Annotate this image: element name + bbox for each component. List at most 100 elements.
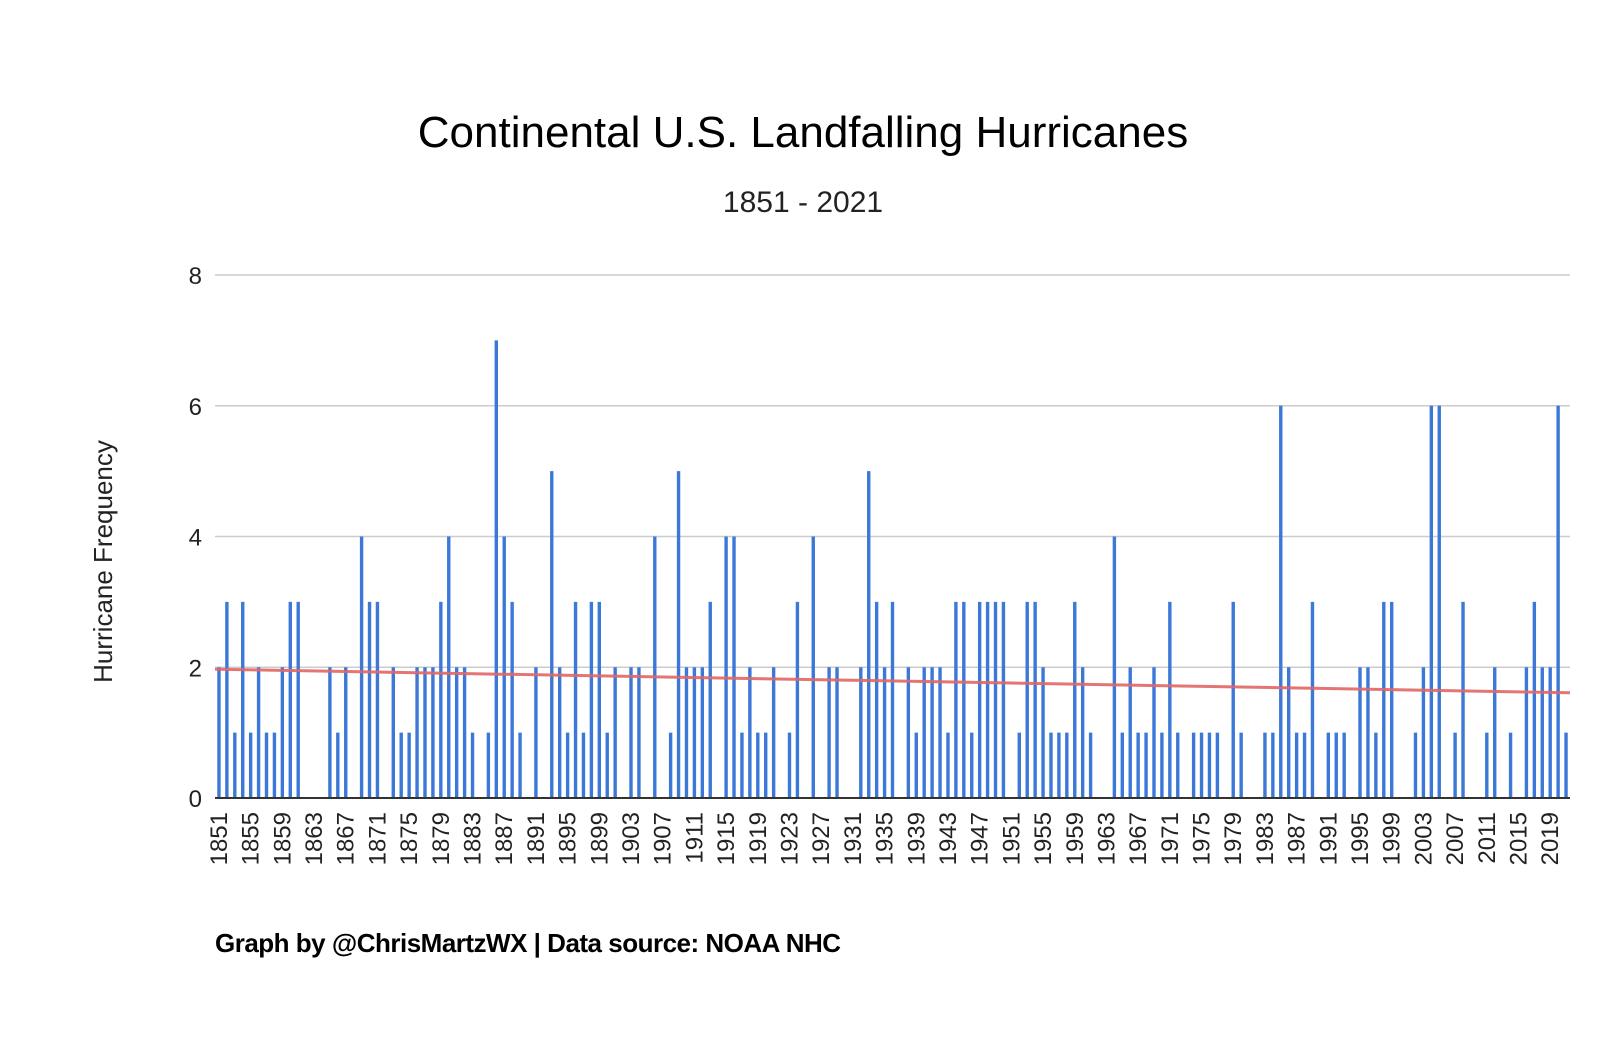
bar xyxy=(241,601,245,798)
bar xyxy=(795,601,800,798)
bar xyxy=(1413,732,1418,798)
x-tick-label: 1871 xyxy=(364,812,391,865)
bar xyxy=(1302,732,1307,798)
bar xyxy=(1049,732,1053,798)
x-tick-label: 1887 xyxy=(491,812,518,865)
x-tick-label: 2015 xyxy=(1505,812,1532,865)
bar xyxy=(248,732,253,798)
x-tick-label: 1867 xyxy=(333,812,360,865)
bar xyxy=(1310,601,1315,798)
bar xyxy=(906,667,911,798)
x-tick-label: 2007 xyxy=(1442,812,1469,865)
bar xyxy=(486,732,491,798)
bar xyxy=(502,536,506,798)
bar xyxy=(1128,667,1132,798)
bar xyxy=(518,732,522,798)
bar xyxy=(280,667,285,798)
trendline-group xyxy=(214,667,1571,695)
x-tick-label: 2019 xyxy=(1537,812,1564,865)
bar xyxy=(1191,732,1196,798)
x-tick-label: 1975 xyxy=(1189,812,1216,865)
bar xyxy=(748,667,752,798)
bar xyxy=(938,667,942,798)
bar xyxy=(1493,667,1497,798)
x-tick-label: 1883 xyxy=(460,812,487,865)
bar xyxy=(1374,732,1378,798)
x-tick-label: 1979 xyxy=(1220,812,1247,865)
x-tick-label: 1967 xyxy=(1125,812,1152,865)
x-tick-label: 1991 xyxy=(1315,812,1342,865)
bar xyxy=(399,732,403,798)
bar xyxy=(811,536,815,798)
bar xyxy=(605,732,609,798)
bar xyxy=(1088,732,1093,798)
x-tick-label: 1947 xyxy=(967,812,994,865)
bar xyxy=(462,667,467,798)
x-tick-label: 1875 xyxy=(396,812,423,865)
x-tick-label: 1903 xyxy=(618,812,645,865)
x-tick-label: 1983 xyxy=(1252,812,1279,865)
bar xyxy=(740,732,744,798)
x-tick-label: 1951 xyxy=(998,812,1025,865)
bar xyxy=(962,601,966,798)
y-axis-ticks: 0 2 4 6 8 xyxy=(189,263,202,813)
bar xyxy=(874,601,879,798)
bar xyxy=(1508,732,1513,798)
bar xyxy=(447,536,451,798)
x-tick-label: 2003 xyxy=(1410,812,1437,865)
bar xyxy=(1437,405,1441,798)
bar xyxy=(225,601,229,798)
bar xyxy=(1239,732,1243,798)
bar xyxy=(914,732,918,798)
bar xyxy=(1160,732,1164,798)
bar xyxy=(954,601,958,798)
bar xyxy=(1120,732,1124,798)
y-tick-label: 8 xyxy=(189,263,202,290)
bar xyxy=(1279,405,1283,798)
y-tick-label: 6 xyxy=(189,394,202,421)
bar xyxy=(732,536,736,798)
bar xyxy=(565,732,570,798)
x-tick-label: 1959 xyxy=(1062,812,1089,865)
bar xyxy=(550,471,554,798)
bar xyxy=(328,667,332,798)
bar xyxy=(296,601,300,798)
bar xyxy=(1017,732,1021,798)
bar xyxy=(1485,732,1489,798)
x-tick-label: 1955 xyxy=(1030,812,1057,865)
bar xyxy=(668,732,673,798)
bar xyxy=(1334,732,1338,798)
bar xyxy=(1033,601,1037,798)
x-tick-label: 1851 xyxy=(206,812,233,865)
x-tick-label: 1879 xyxy=(428,812,455,865)
bar xyxy=(771,667,776,798)
x-tick-label: 1935 xyxy=(872,812,899,865)
bar xyxy=(708,601,712,798)
bar xyxy=(367,601,372,798)
bar xyxy=(589,601,594,798)
footer-credit: Graph by @ChrisMartzWX | Data source: NO… xyxy=(215,928,841,958)
bar xyxy=(1152,667,1156,798)
y-tick-label: 2 xyxy=(189,655,202,682)
bar xyxy=(288,601,292,798)
bar xyxy=(684,667,689,798)
bar xyxy=(336,732,340,798)
bar xyxy=(1556,405,1560,798)
bar xyxy=(439,601,443,798)
x-tick-label: 1915 xyxy=(713,812,740,865)
x-tick-label: 1891 xyxy=(523,812,550,865)
bar xyxy=(764,732,768,798)
bar xyxy=(233,732,237,798)
bar xyxy=(859,667,863,798)
bar xyxy=(1136,732,1140,798)
chart-subtitle: 1851 - 2021 xyxy=(722,186,884,219)
bar xyxy=(1286,667,1291,798)
bar xyxy=(1421,667,1426,798)
bar xyxy=(597,601,602,798)
bar xyxy=(977,601,982,798)
bar xyxy=(375,601,380,798)
x-tick-label: 1895 xyxy=(555,812,582,865)
bar xyxy=(423,667,427,798)
x-tick-label: 1927 xyxy=(808,812,835,865)
bar xyxy=(1548,667,1552,798)
